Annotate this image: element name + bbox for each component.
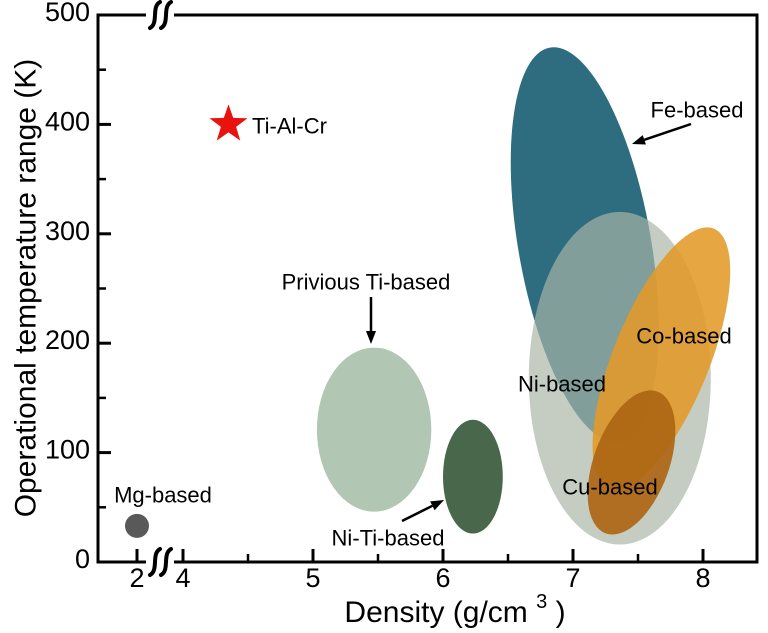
x-tick-label-6: 6 — [435, 563, 450, 593]
label-cu-based: Cu-based — [562, 475, 657, 500]
region-ellipse-ni-ti-based — [443, 419, 503, 534]
x-tick-label-4: 4 — [175, 563, 190, 593]
axis-break-gap-top — [146, 11, 174, 19]
x-tick-label-2: 2 — [129, 563, 144, 593]
x-tick-label-8: 8 — [695, 563, 710, 593]
arrow-head-ni-ti-based — [430, 500, 444, 511]
x-axis-title-suffix: ) — [556, 596, 566, 629]
y-tick-label-100: 100 — [45, 435, 90, 465]
x-tick-label-7: 7 — [565, 563, 580, 593]
plot-border — [96, 13, 759, 564]
marker-ti-al-cr-star — [209, 104, 248, 141]
axis-break-icon — [148, 547, 162, 577]
y-tick-label-200: 200 — [45, 325, 90, 355]
y-axis-title: Operational temperature range (K) — [10, 59, 43, 518]
arrow-head-fe-based — [632, 135, 646, 145]
x-axis-title: Density (g/cm 3 ) — [344, 586, 565, 629]
arrow-line-fe-based — [643, 122, 692, 142]
label-privious-ti-based: Privious Ti-based — [282, 270, 451, 295]
markers-layer — [125, 104, 248, 538]
label-ti-al-cr: Ti-Al-Cr — [252, 114, 327, 139]
annotations-layer: Ti-Al-Cr Mg-based Privious Ti-based Ni-Ti-b… — [114, 98, 743, 551]
x-axis-title-superscript: 3 — [536, 591, 547, 613]
region-ellipses-layer — [316, 47, 731, 545]
axis-break-icon — [148, 0, 162, 30]
region-ellipse-privious-ti-based — [316, 347, 432, 512]
y-tick-label-300: 300 — [45, 216, 90, 246]
y-tick-label-400: 400 — [45, 106, 90, 136]
x-tick-label-5: 5 — [305, 563, 320, 593]
label-ni-ti-based: Ni-Ti-based — [332, 526, 445, 551]
label-co-based: Co-based — [636, 324, 731, 349]
label-fe-based: Fe-based — [651, 98, 744, 123]
y-tick-label-500: 500 — [45, 0, 90, 27]
label-mg-based: Mg-based — [114, 483, 212, 508]
y-tick-label-0: 0 — [75, 544, 90, 574]
marker-mg-based-dot — [125, 513, 149, 538]
region-ellipse-cu-based — [587, 390, 676, 535]
arrow-head-privious-ti-based — [366, 331, 376, 344]
x-axis-title-prefix: Density (g/cm — [344, 596, 527, 629]
axis-break-icon — [159, 0, 173, 30]
axis-break-icon — [159, 547, 173, 577]
label-ni-based: Ni-based — [518, 372, 606, 397]
axis-break-gap-bottom — [146, 558, 174, 566]
arrow-line-ni-ti-based — [401, 504, 433, 523]
axes-frame-layer: 2 4 5 6 7 8 0 100 200 300 400 500 — [45, 0, 759, 593]
